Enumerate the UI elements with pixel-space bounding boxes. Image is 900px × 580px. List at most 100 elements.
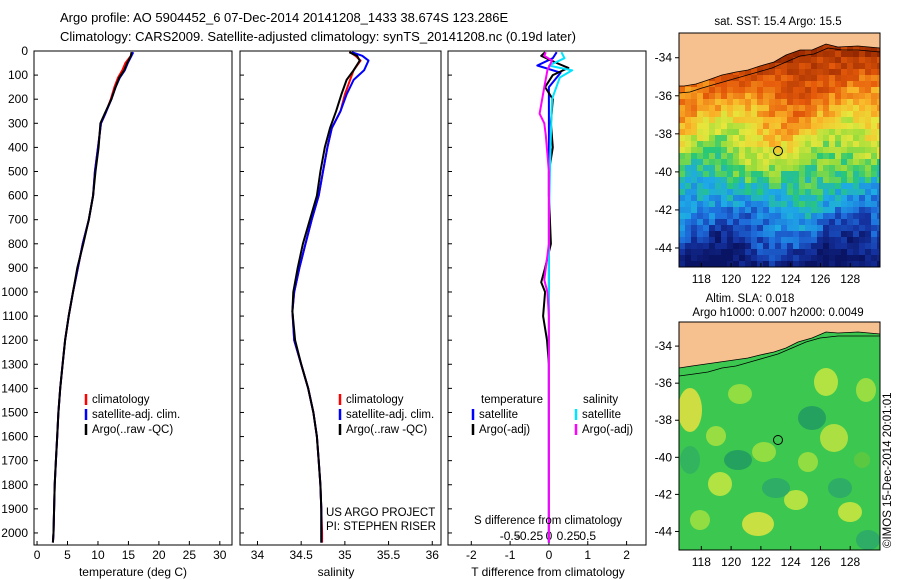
sst-cell (727, 201, 733, 207)
sst-cell (823, 135, 829, 141)
sst-cell (841, 213, 847, 219)
sst-cell (727, 189, 733, 195)
sst-cell (739, 99, 745, 105)
sst-cell (817, 249, 823, 255)
sst-cell (769, 153, 775, 159)
sla-blob (690, 510, 710, 530)
title-line-1: Argo profile: AO 5904452_6 07-Dec-2014 2… (60, 10, 508, 25)
sst-cell (799, 69, 805, 75)
salinity-panel: 34 34.5 35 35.5 36 climatology satellite-adj.… (239, 50, 442, 579)
sst-cell (697, 225, 703, 231)
sst-cell (811, 93, 817, 99)
sst-cell (769, 111, 775, 117)
sst-cell (793, 141, 799, 147)
sst-cell (727, 249, 733, 255)
sst-cell (763, 111, 769, 117)
sst-cell (751, 147, 757, 153)
sst-cell (787, 261, 793, 267)
sst-cell (691, 255, 697, 261)
sst-cell (823, 159, 829, 165)
sst-cell (853, 249, 859, 255)
sst-cell (721, 87, 727, 93)
sst-cell (703, 249, 709, 255)
sst-cell (799, 63, 805, 69)
sst-cell (823, 231, 829, 237)
sst-cell (811, 165, 817, 171)
sst-cell (751, 231, 757, 237)
sst-cell (727, 81, 733, 87)
sla-blob (728, 384, 752, 404)
sst-cell (799, 231, 805, 237)
sst-cell (691, 183, 697, 189)
sst-cell (799, 261, 805, 267)
sst-cell (847, 153, 853, 159)
sst-cell (877, 63, 880, 69)
sst-cell (877, 117, 880, 123)
sst-cell (691, 105, 697, 111)
sst-cell (841, 135, 847, 141)
sst-cell (703, 183, 709, 189)
sst-cell (811, 225, 817, 231)
sst-cell (703, 177, 709, 183)
sst-cell (709, 153, 715, 159)
sst-cell (817, 189, 823, 195)
sst-cell (721, 237, 727, 243)
sla-lon-label: 128 (840, 555, 860, 569)
sla-blob (814, 368, 838, 396)
sst-cell (853, 225, 859, 231)
sst-cell (811, 141, 817, 147)
sst-cell (781, 111, 787, 117)
depth-tick-label: 1600 (1, 430, 28, 444)
sst-cell (847, 207, 853, 213)
difference-legend-label: satellite (582, 409, 621, 421)
sst-cell (787, 195, 793, 201)
sst-cell (715, 189, 721, 195)
sst-cell (685, 195, 691, 201)
sst-cell (871, 249, 877, 255)
sst-cell (799, 93, 805, 99)
sst-cell (805, 219, 811, 225)
sst-cell (805, 75, 811, 81)
sst-cell (877, 69, 880, 75)
sst-cell (853, 165, 859, 171)
sst-cell (805, 201, 811, 207)
sst-cell (877, 93, 880, 99)
sla-blob (784, 490, 808, 510)
sla-blob (798, 452, 818, 472)
sst-cell (793, 111, 799, 117)
sla-bathymetry-contour (679, 335, 880, 377)
temperature-legend: climatology satellite-adj. clim. Argo(..ra… (84, 394, 180, 436)
sst-cell (865, 45, 871, 51)
sst-cell (817, 93, 823, 99)
sst-cell (871, 135, 877, 141)
sst-cell (799, 249, 805, 255)
sst-cell (715, 123, 721, 129)
sst-cell (781, 123, 787, 129)
sst-cell (817, 231, 823, 237)
sst-cell (757, 111, 763, 117)
sst-cell (697, 123, 703, 129)
sst-cell (793, 105, 799, 111)
sst-argo-location-marker (773, 146, 783, 156)
sst-cell (721, 135, 727, 141)
sst-cell (709, 237, 715, 243)
sst-cell (781, 261, 787, 267)
sst-cell (703, 99, 709, 105)
sst-cell (853, 69, 859, 75)
sst-cell (763, 105, 769, 111)
sst-cell (847, 99, 853, 105)
sst-cell (697, 117, 703, 123)
sst-cell (715, 141, 721, 147)
sst-cell (823, 189, 829, 195)
sst-cell (763, 87, 769, 93)
sst-cell (865, 129, 871, 135)
sst-cell (727, 123, 733, 129)
sst-cell (757, 147, 763, 153)
sst-cell (739, 201, 745, 207)
sst-cell (793, 93, 799, 99)
sst-cell (877, 255, 880, 261)
sst-cell (757, 249, 763, 255)
sst-cell (709, 255, 715, 261)
sst-cell (697, 147, 703, 153)
sst-cell (799, 57, 805, 63)
